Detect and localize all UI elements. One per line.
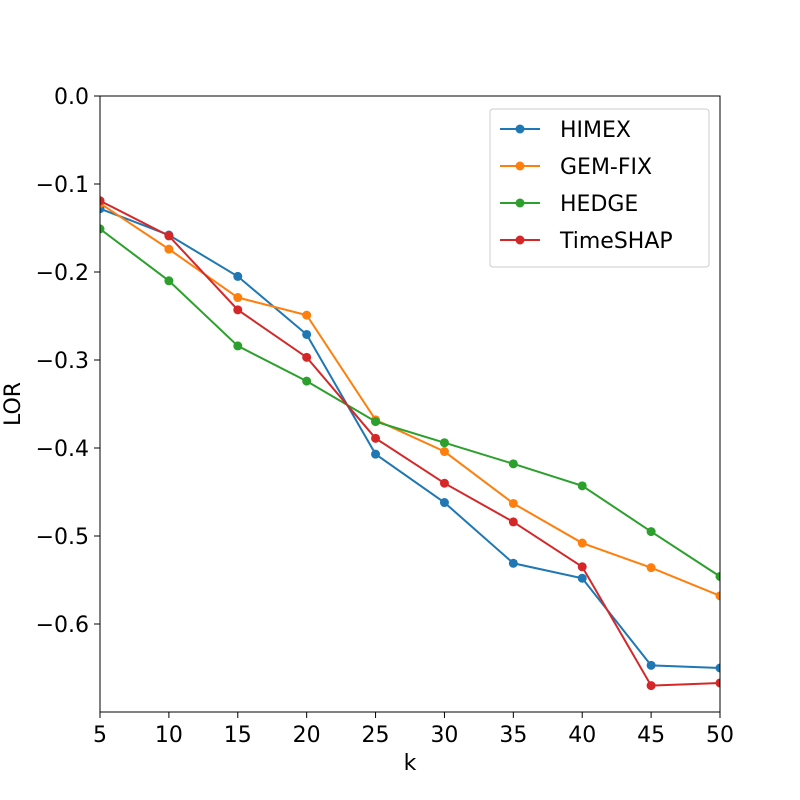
- data-point: [371, 417, 381, 427]
- y-tick-label: 0.0: [54, 85, 89, 110]
- data-point: [577, 573, 587, 583]
- data-point: [439, 498, 449, 508]
- data-point: [508, 517, 518, 527]
- data-point: [439, 447, 449, 457]
- x-tick-label: 35: [499, 723, 527, 748]
- data-point: [508, 498, 518, 508]
- plot-frame: [99, 95, 721, 713]
- data-point: [233, 271, 243, 281]
- data-point: [715, 663, 720, 673]
- legend-item: TimeSHAP: [500, 229, 673, 254]
- series-timeshap: [100, 196, 720, 691]
- data-point: [302, 329, 312, 339]
- series-line: [100, 199, 720, 687]
- data-point: [233, 305, 243, 315]
- legend-label: HIMEX: [560, 118, 631, 143]
- data-point: [646, 660, 656, 670]
- legend-item: GEM-FIX: [500, 155, 652, 180]
- series-layer: [100, 196, 720, 691]
- legend-swatch-marker: [515, 161, 525, 171]
- y-axis: 0.0 −0.1 −0.2 −0.3 −0.4 −0.5 −0.6: [36, 85, 100, 638]
- data-point: [233, 293, 243, 303]
- data-point: [577, 481, 587, 491]
- data-point: [646, 681, 656, 691]
- data-point: [715, 591, 720, 601]
- legend-item: HIMEX: [500, 118, 631, 143]
- x-tick-label: 30: [430, 723, 458, 748]
- data-point: [164, 276, 174, 286]
- data-point: [508, 558, 518, 568]
- data-point: [646, 527, 656, 537]
- data-point: [302, 352, 312, 362]
- data-point: [715, 678, 720, 688]
- series-line: [100, 207, 720, 669]
- data-point: [439, 478, 449, 488]
- data-point: [100, 196, 105, 206]
- data-point: [302, 310, 312, 320]
- legend: HIMEX GEM-FIX HEDGE TimeSHAP: [489, 108, 710, 268]
- data-point: [508, 459, 518, 469]
- data-point: [164, 231, 174, 241]
- legend-swatch-marker: [515, 235, 525, 245]
- series-himex: [100, 204, 720, 673]
- legend-item: HEDGE: [500, 192, 638, 217]
- legend-label: HEDGE: [560, 192, 638, 217]
- data-point: [646, 563, 656, 573]
- x-tick-label: 20: [293, 723, 321, 748]
- x-axis-label: k: [404, 751, 417, 776]
- data-point: [577, 538, 587, 548]
- data-point: [371, 433, 381, 443]
- x-tick-label: 45: [637, 723, 665, 748]
- x-tick-label: 25: [362, 723, 390, 748]
- data-point: [302, 376, 312, 386]
- y-tick-label: −0.6: [36, 613, 89, 638]
- data-point: [577, 562, 587, 572]
- data-point: [439, 438, 449, 448]
- x-tick-label: 10: [155, 723, 183, 748]
- data-point: [371, 449, 381, 459]
- legend-box: [489, 108, 710, 268]
- x-tick-label: 40: [568, 723, 596, 748]
- legend-swatch-marker: [515, 124, 525, 134]
- legend-label: GEM-FIX: [560, 155, 652, 180]
- data-point: [715, 571, 720, 581]
- y-tick-label: −0.3: [36, 349, 89, 374]
- x-tick-label: 5: [93, 723, 107, 748]
- y-tick-label: −0.2: [36, 261, 89, 286]
- series-hedge: [100, 224, 720, 581]
- data-point: [233, 341, 243, 351]
- series-line: [100, 228, 720, 578]
- data-point: [164, 244, 174, 254]
- y-axis-label: LOR: [1, 382, 26, 426]
- legend-swatch-marker: [515, 198, 525, 208]
- data-point: [100, 224, 105, 234]
- x-tick-label: 50: [706, 723, 734, 748]
- x-axis: 5 10 15 20 25 30 35 40 45 50: [93, 712, 734, 748]
- x-tick-label: 15: [224, 723, 252, 748]
- legend-label: TimeSHAP: [559, 229, 673, 254]
- y-tick-label: −0.4: [36, 437, 89, 462]
- y-tick-label: −0.5: [36, 525, 89, 550]
- y-tick-label: −0.1: [36, 173, 89, 198]
